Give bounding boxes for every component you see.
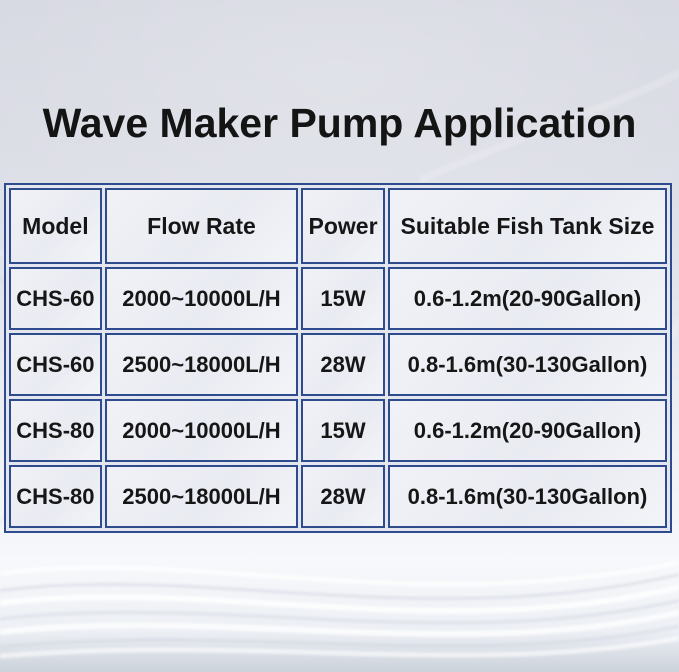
spec-table: Model Flow Rate Power Suitable Fish Tank…: [4, 183, 672, 533]
cell-tank-size: 0.8-1.6m(30-130Gallon): [387, 465, 667, 528]
table-row: CHS-80 2500~18000L/H 28W 0.8-1.6m(30-130…: [9, 465, 667, 528]
table-header-row: Model Flow Rate Power Suitable Fish Tank…: [9, 188, 667, 264]
table-row: CHS-80 2000~10000L/H 15W 0.6-1.2m(20-90G…: [9, 399, 667, 462]
cell-flow-rate: 2500~18000L/H: [104, 465, 299, 528]
cell-power: 28W: [301, 465, 385, 528]
cell-tank-size: 0.6-1.2m(20-90Gallon): [387, 267, 667, 330]
header-cell-flow-rate: Flow Rate: [104, 188, 299, 264]
cell-model: CHS-80: [9, 465, 102, 528]
cell-tank-size: 0.6-1.2m(20-90Gallon): [387, 399, 667, 462]
header-cell-tank-size: Suitable Fish Tank Size: [387, 188, 667, 264]
header-cell-power: Power: [301, 188, 385, 264]
table-row: CHS-60 2000~10000L/H 15W 0.6-1.2m(20-90G…: [9, 267, 667, 330]
cell-tank-size: 0.8-1.6m(30-130Gallon): [387, 333, 667, 396]
cell-model: CHS-60: [9, 267, 102, 330]
cell-power: 28W: [301, 333, 385, 396]
header-cell-model: Model: [9, 188, 102, 264]
cell-power: 15W: [301, 399, 385, 462]
cell-flow-rate: 2500~18000L/H: [104, 333, 299, 396]
cell-model: CHS-80: [9, 399, 102, 462]
page-title: Wave Maker Pump Application: [42, 100, 637, 146]
cell-power: 15W: [301, 267, 385, 330]
cell-flow-rate: 2000~10000L/H: [104, 267, 299, 330]
cell-flow-rate: 2000~10000L/H: [104, 399, 299, 462]
cell-model: CHS-60: [9, 333, 102, 396]
table-row: CHS-60 2500~18000L/H 28W 0.8-1.6m(30-130…: [9, 333, 667, 396]
